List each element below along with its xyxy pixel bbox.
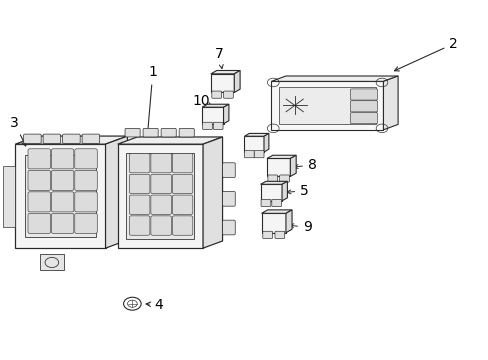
Polygon shape (260, 181, 287, 184)
Polygon shape (278, 87, 375, 125)
FancyBboxPatch shape (172, 195, 192, 215)
FancyBboxPatch shape (75, 170, 97, 190)
FancyBboxPatch shape (349, 113, 377, 124)
Text: 9: 9 (289, 220, 311, 234)
FancyBboxPatch shape (82, 134, 100, 143)
Text: 4: 4 (146, 298, 163, 312)
Polygon shape (223, 104, 228, 124)
Polygon shape (261, 213, 285, 233)
FancyBboxPatch shape (51, 213, 74, 233)
FancyBboxPatch shape (213, 122, 223, 130)
FancyBboxPatch shape (172, 174, 192, 194)
FancyBboxPatch shape (129, 216, 150, 235)
Polygon shape (290, 155, 296, 176)
Polygon shape (203, 137, 222, 248)
Text: 2: 2 (394, 37, 457, 71)
Polygon shape (15, 136, 127, 144)
FancyBboxPatch shape (172, 216, 192, 235)
FancyBboxPatch shape (51, 170, 74, 190)
Polygon shape (210, 71, 240, 74)
Text: 5: 5 (286, 184, 308, 198)
FancyBboxPatch shape (151, 174, 171, 194)
FancyBboxPatch shape (75, 213, 97, 233)
Polygon shape (244, 134, 268, 136)
FancyBboxPatch shape (28, 213, 50, 233)
Polygon shape (244, 136, 264, 152)
Polygon shape (285, 210, 291, 233)
FancyBboxPatch shape (172, 153, 192, 173)
Polygon shape (3, 166, 15, 226)
FancyBboxPatch shape (129, 195, 150, 215)
Polygon shape (202, 107, 223, 124)
FancyBboxPatch shape (274, 231, 284, 238)
FancyBboxPatch shape (349, 89, 377, 100)
FancyBboxPatch shape (223, 91, 233, 98)
Polygon shape (15, 144, 105, 248)
FancyBboxPatch shape (211, 91, 221, 98)
FancyBboxPatch shape (267, 175, 277, 182)
Text: 8: 8 (294, 158, 316, 172)
FancyBboxPatch shape (75, 192, 97, 212)
FancyBboxPatch shape (75, 149, 97, 169)
Text: 1: 1 (145, 66, 157, 136)
FancyBboxPatch shape (43, 134, 61, 143)
Polygon shape (383, 76, 397, 130)
Polygon shape (261, 210, 291, 213)
Polygon shape (266, 155, 296, 158)
FancyBboxPatch shape (143, 129, 158, 137)
Polygon shape (271, 76, 397, 81)
Polygon shape (271, 81, 383, 130)
FancyBboxPatch shape (261, 199, 270, 207)
Polygon shape (126, 153, 194, 239)
FancyBboxPatch shape (349, 101, 377, 112)
Text: 3: 3 (10, 116, 26, 146)
Text: 10: 10 (192, 94, 212, 108)
Polygon shape (282, 181, 287, 201)
FancyBboxPatch shape (28, 170, 50, 190)
FancyBboxPatch shape (62, 134, 80, 143)
FancyBboxPatch shape (279, 175, 289, 182)
FancyBboxPatch shape (244, 150, 254, 158)
FancyBboxPatch shape (28, 192, 50, 212)
Polygon shape (40, 253, 64, 270)
Polygon shape (105, 136, 127, 248)
FancyBboxPatch shape (222, 192, 235, 206)
Polygon shape (266, 158, 290, 176)
FancyBboxPatch shape (151, 195, 171, 215)
Polygon shape (264, 134, 268, 152)
FancyBboxPatch shape (262, 231, 272, 238)
FancyBboxPatch shape (222, 163, 235, 177)
FancyBboxPatch shape (28, 149, 50, 169)
FancyBboxPatch shape (51, 149, 74, 169)
Text: 6: 6 (248, 139, 257, 159)
FancyBboxPatch shape (151, 216, 171, 235)
Polygon shape (210, 74, 234, 93)
FancyBboxPatch shape (23, 134, 41, 143)
Polygon shape (202, 104, 228, 107)
Polygon shape (234, 71, 240, 93)
Polygon shape (118, 137, 222, 144)
FancyBboxPatch shape (129, 153, 150, 173)
FancyBboxPatch shape (202, 122, 212, 130)
Polygon shape (25, 155, 96, 237)
FancyBboxPatch shape (254, 150, 264, 158)
FancyBboxPatch shape (51, 192, 74, 212)
Text: 7: 7 (215, 48, 224, 69)
FancyBboxPatch shape (222, 220, 235, 235)
FancyBboxPatch shape (271, 199, 281, 207)
FancyBboxPatch shape (151, 153, 171, 173)
Polygon shape (118, 144, 203, 248)
FancyBboxPatch shape (129, 174, 150, 194)
Polygon shape (260, 184, 282, 201)
FancyBboxPatch shape (125, 129, 140, 137)
FancyBboxPatch shape (161, 129, 176, 137)
FancyBboxPatch shape (179, 129, 194, 137)
